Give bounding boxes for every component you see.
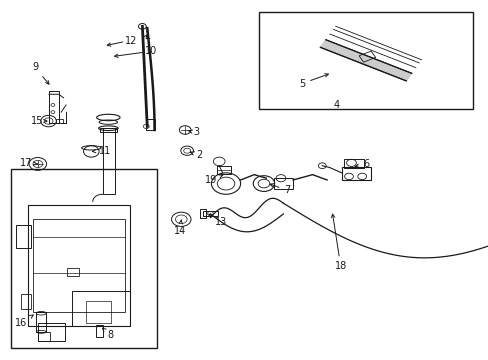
Text: 9: 9 — [32, 63, 49, 84]
Bar — [203, 211, 217, 216]
Bar — [102, 128, 115, 194]
Bar — [341, 167, 370, 180]
Bar — [273, 178, 292, 189]
Bar — [16, 225, 30, 248]
Bar — [67, 267, 79, 276]
Text: 5: 5 — [298, 74, 328, 89]
Text: 8: 8 — [102, 328, 114, 341]
Bar — [96, 325, 103, 337]
Bar — [56, 119, 63, 123]
Bar — [100, 128, 117, 132]
Text: 2: 2 — [190, 150, 202, 160]
Text: 6: 6 — [354, 159, 369, 169]
Bar — [200, 209, 205, 218]
Text: 19: 19 — [205, 175, 223, 185]
Bar — [72, 291, 130, 327]
Text: 16: 16 — [15, 315, 33, 328]
Bar — [344, 159, 363, 168]
Text: 4: 4 — [333, 100, 339, 110]
Text: 15: 15 — [30, 116, 47, 126]
Polygon shape — [320, 40, 411, 81]
Text: 13: 13 — [208, 214, 227, 227]
Bar — [216, 166, 231, 174]
Bar — [145, 119, 154, 130]
Text: 10: 10 — [144, 46, 157, 56]
Text: 7: 7 — [269, 184, 290, 195]
Bar — [49, 91, 59, 123]
Text: 3: 3 — [187, 127, 199, 138]
Bar — [38, 332, 50, 341]
Text: 17: 17 — [20, 158, 38, 168]
Bar — [33, 219, 125, 312]
Text: 11: 11 — [92, 146, 111, 156]
Bar — [21, 294, 30, 309]
Bar — [259, 12, 472, 109]
Bar — [28, 205, 130, 327]
Bar — [36, 312, 46, 332]
Bar — [38, 323, 64, 341]
Bar — [11, 169, 157, 348]
Text: 14: 14 — [174, 220, 186, 236]
Text: 18: 18 — [331, 214, 346, 271]
Bar — [358, 51, 375, 62]
Text: 12: 12 — [125, 36, 138, 46]
Text: 1: 1 — [145, 31, 151, 41]
Bar — [86, 301, 111, 323]
